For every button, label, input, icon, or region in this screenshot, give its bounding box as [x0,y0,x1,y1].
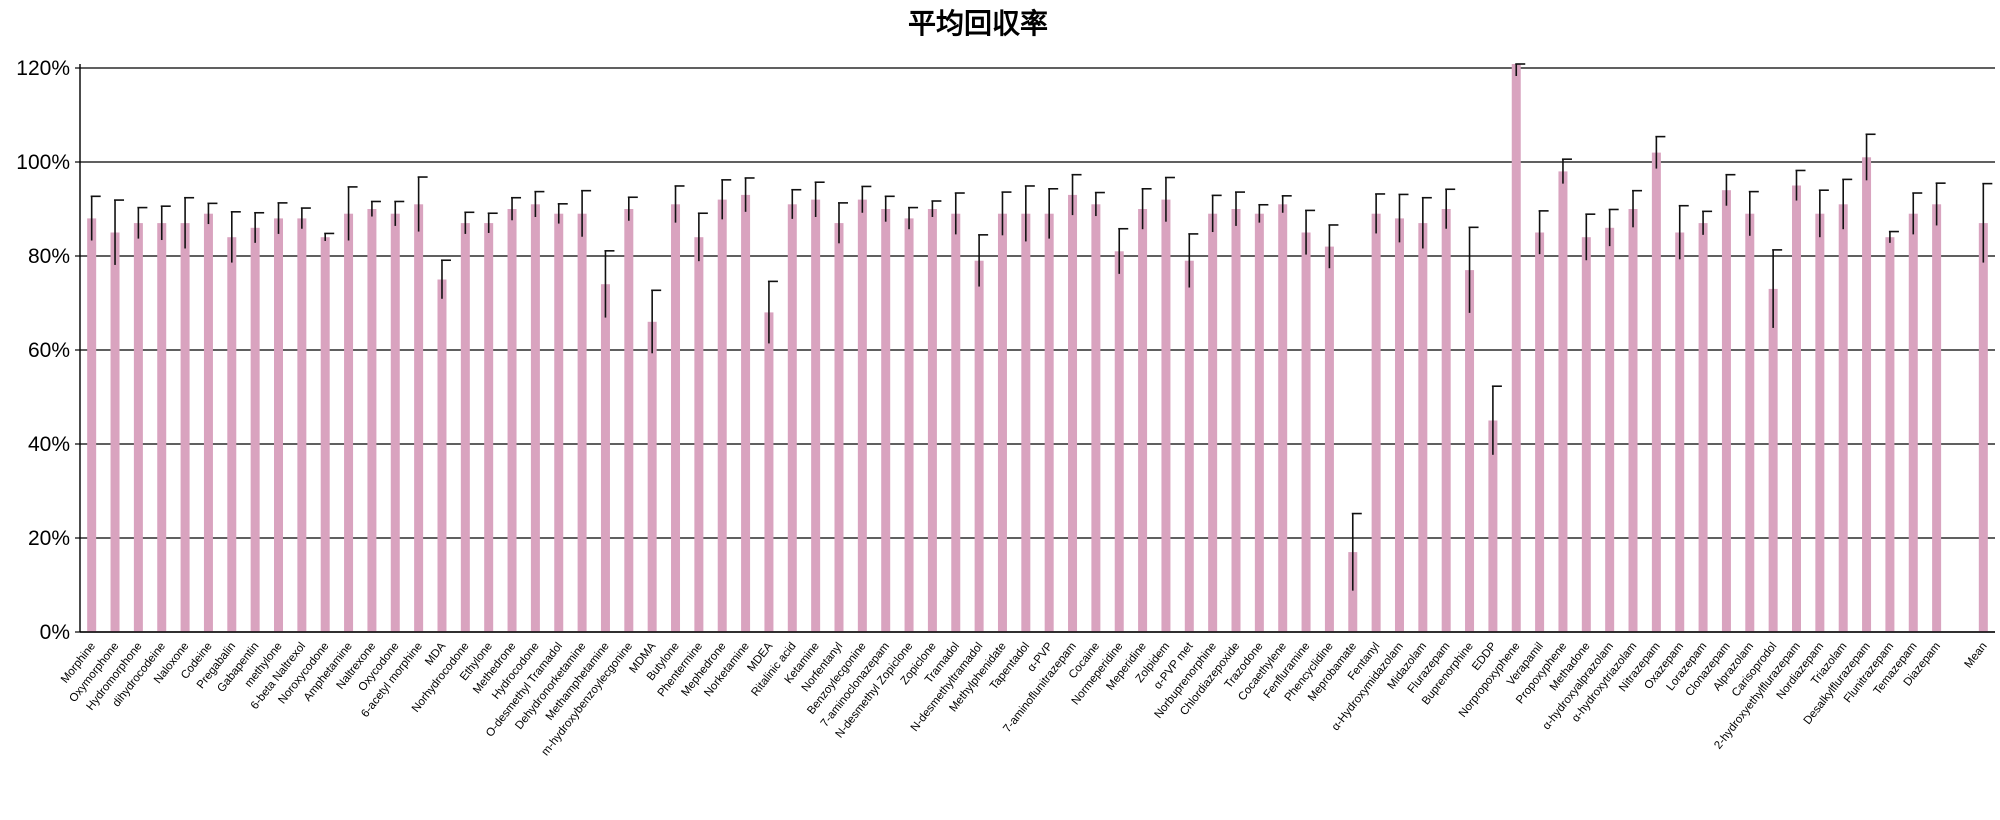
bar [600,284,610,632]
bar [274,218,284,632]
bars [87,64,1988,633]
y-tick-label: 120% [16,57,70,80]
bar [133,223,143,632]
bar [110,232,120,632]
bar [1301,232,1311,632]
y-tick-label: 80% [28,245,70,268]
y-tick-label: 20% [28,527,70,550]
error-bars [90,63,1993,591]
bar [1791,185,1801,632]
bar [1932,204,1942,633]
bar [320,237,330,632]
bar [577,213,587,632]
bar [1511,64,1521,632]
bar [554,213,564,632]
bar [1838,204,1848,633]
bar [227,237,237,632]
bar [1324,246,1334,632]
bar [951,213,961,632]
bar [1254,213,1264,632]
y-tick-label: 0% [40,621,70,644]
bar [904,218,914,632]
bar [390,213,400,632]
x-tick-label: Mean [1963,640,1990,670]
bar [1581,237,1591,632]
bar [250,227,260,633]
bar [460,223,470,632]
bar [1675,232,1685,632]
bar [764,312,774,632]
bar [1862,157,1872,633]
bar [414,204,424,633]
bar [1628,209,1638,632]
chart-title: 平均回収率 [908,7,1048,40]
bar [1044,213,1054,632]
bar [1091,204,1101,633]
bar [1768,288,1778,632]
bar [834,223,844,632]
bar [1161,199,1171,632]
bar [1535,232,1545,632]
bar [1068,194,1078,632]
bar [1721,190,1731,632]
bar [927,209,937,632]
bar [717,199,727,632]
bar [1208,213,1218,632]
bar [881,209,891,632]
y-tick-label: 60% [28,339,70,362]
bar [1698,223,1708,632]
bar [1394,218,1404,632]
bar [203,213,213,632]
bar [1441,209,1451,632]
bar [857,199,867,632]
bar [367,209,377,632]
bar [1231,209,1241,632]
bar [787,204,797,633]
bar [1138,209,1148,632]
bar [974,260,984,632]
bar [1278,204,1288,633]
bar [484,223,494,632]
x-axis-ticks: MorphineOxymorphoneHydromorphonedihydroc… [59,640,1990,758]
y-tick-label: 100% [16,151,70,174]
gridlines [80,67,1995,633]
bar [180,223,190,632]
bar [647,321,657,632]
bar [1184,260,1194,632]
y-tick-label: 40% [28,433,70,456]
bar [297,218,307,632]
bar [1885,237,1895,632]
bar [507,209,517,632]
bar [1605,227,1615,633]
bar [694,237,704,632]
bar [1348,552,1358,632]
bar [1651,152,1661,632]
bar [1815,213,1825,632]
bar [1371,213,1381,632]
bar [1114,251,1124,633]
bar [530,204,540,633]
bar [1978,223,1988,632]
bar [1465,270,1475,632]
bar [1745,213,1755,632]
bar [344,213,354,632]
bar [437,279,447,632]
bar [1418,223,1428,632]
bar [741,194,751,632]
y-axis-ticks: 0% 20% 40% 60% 80% 100% 120% [16,57,80,644]
bar [997,213,1007,632]
bar [624,209,634,632]
bar [1908,213,1918,632]
bar [1021,213,1031,632]
bar [1558,171,1568,632]
bar [157,223,167,632]
bar [671,204,681,633]
bar [811,199,821,632]
bar [1488,420,1498,632]
bar [87,218,97,632]
